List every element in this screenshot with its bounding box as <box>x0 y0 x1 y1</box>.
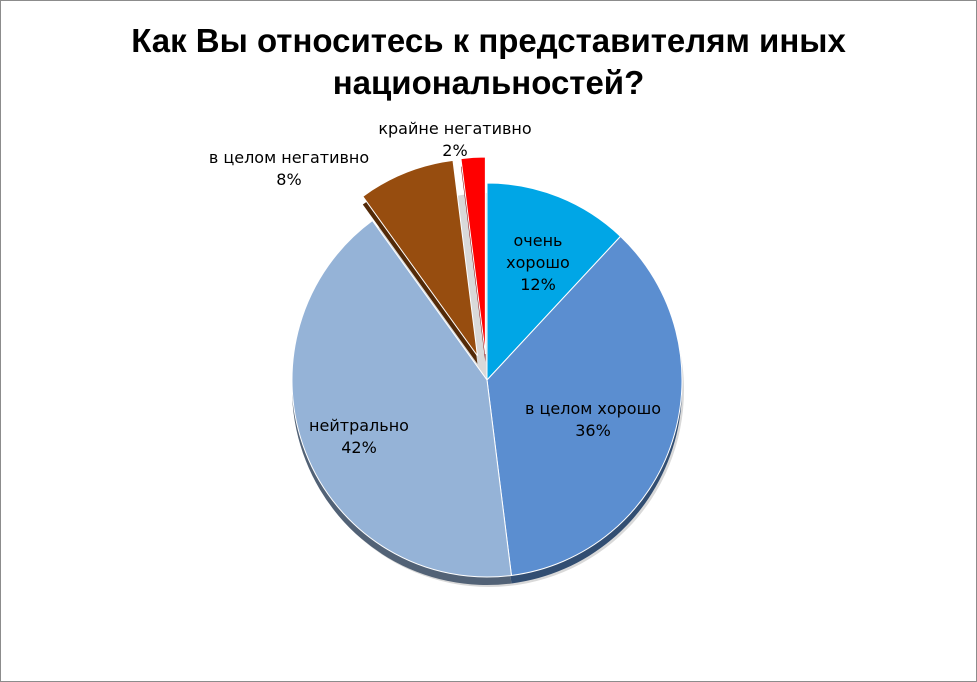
data-label-0: очень хорошо 12% <box>506 231 570 294</box>
chart-title: Как Вы относитесь к представителям иных … <box>0 20 977 104</box>
pie-slice-4 <box>460 156 486 355</box>
data-label-3: в целом негативно 8% <box>209 148 369 189</box>
pie-slice-2 <box>291 219 512 578</box>
data-label-2: нейтрально 42% <box>309 416 409 457</box>
pie-slice-0 <box>486 182 622 382</box>
pie-slice-3 <box>362 159 478 357</box>
chart-title-line-2: национальностей? <box>332 64 645 101</box>
chart-title-line-1: Как Вы относитесь к представителям иных <box>131 22 846 59</box>
data-label-4: крайне негативно 2% <box>378 119 531 160</box>
pie-slice-1 <box>486 235 683 577</box>
data-label-1: в целом хорошо 36% <box>525 399 661 440</box>
